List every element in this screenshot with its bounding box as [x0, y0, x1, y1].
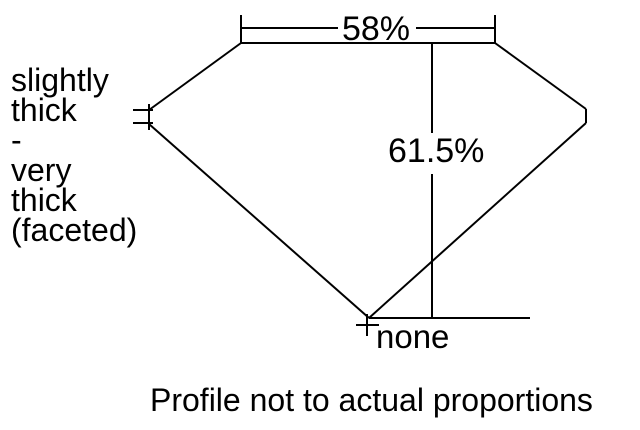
crown-facet-left-line — [148, 42, 242, 111]
culet-size-label: none — [376, 318, 450, 355]
girdle-label-line-2: thick — [11, 92, 77, 128]
girdle-label-line-1: slightly — [11, 62, 109, 98]
table-width-label: 58% — [341, 10, 411, 48]
crown-facet-right-line — [494, 42, 587, 110]
pavilion-facet-right-line — [368, 122, 587, 319]
girdle-label-line-6: (faceted) — [11, 212, 138, 248]
girdle-label-line-4: very — [11, 152, 72, 188]
girdle-label-line-5: thick — [11, 182, 77, 218]
girdle-thickness-label: slightly thick - very thick (faceted) — [11, 62, 138, 248]
pavilion-facet-left-line — [148, 123, 370, 319]
girdle-label-line-3: - — [11, 122, 22, 158]
total-depth-label: 61.5% — [388, 132, 485, 170]
footnote-text: Profile not to actual proportions — [150, 382, 593, 418]
